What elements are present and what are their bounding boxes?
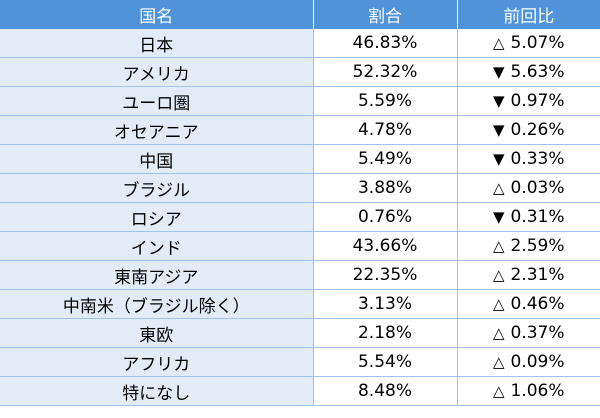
share-cell: 22.35% [313, 260, 458, 290]
country-name-cell: ブラジル [0, 173, 314, 203]
share-cell: 5.49% [313, 144, 458, 174]
table-row: ユーロ圏 5.59% ▼ 0.97% [0, 86, 600, 116]
down-triangle-icon: ▼ [492, 208, 505, 226]
change-value: 0.97% [510, 91, 565, 111]
change-cell: △ 0.03% [457, 173, 600, 203]
change-value: 2.59% [510, 236, 565, 256]
country-name-cell: アフリカ [0, 347, 314, 377]
country-name-cell: アメリカ [0, 57, 314, 87]
share-cell: 52.32% [313, 57, 458, 87]
share-cell: 0.76% [313, 202, 458, 232]
up-triangle-icon: △ [492, 353, 505, 371]
country-name-cell: 東南アジア [0, 260, 314, 290]
up-triangle-icon: △ [492, 34, 505, 52]
down-triangle-icon: ▼ [492, 92, 505, 110]
change-value: 0.26% [510, 120, 565, 140]
table-row: インド 43.66% △ 2.59% [0, 231, 600, 261]
change-cell: △ 1.06% [457, 376, 600, 406]
header-row: 国名 割合 前回比 [0, 0, 600, 29]
change-cell: ▼ 5.63% [457, 57, 600, 87]
share-cell: 8.48% [313, 376, 458, 406]
share-cell: 2.18% [313, 318, 458, 348]
change-cell: ▼ 0.31% [457, 202, 600, 232]
country-name-cell: ユーロ圏 [0, 86, 314, 116]
up-triangle-icon: △ [492, 179, 505, 197]
up-triangle-icon: △ [492, 295, 505, 313]
change-value: 0.09% [510, 352, 565, 372]
table-row: ロシア 0.76% ▼ 0.31% [0, 202, 600, 232]
change-value: 0.03% [510, 178, 565, 198]
change-cell: △ 5.07% [457, 29, 600, 58]
country-name-cell: 特になし [0, 376, 314, 406]
share-cell: 3.88% [313, 173, 458, 203]
country-name-cell: ロシア [0, 202, 314, 232]
change-cell: ▼ 0.33% [457, 144, 600, 174]
country-name-cell: 中南米（ブラジル除く） [0, 289, 314, 319]
change-value: 0.33% [510, 149, 565, 169]
change-value: 1.06% [510, 381, 565, 401]
header-country: 国名 [0, 0, 314, 29]
table-row: 中国 5.49% ▼ 0.33% [0, 144, 600, 174]
change-value: 5.07% [510, 33, 565, 53]
change-cell: ▼ 0.97% [457, 86, 600, 116]
table-row: 中南米（ブラジル除く） 3.13% △ 0.46% [0, 289, 600, 319]
up-triangle-icon: △ [492, 324, 505, 342]
country-name-cell: インド [0, 231, 314, 261]
country-name-cell: 中国 [0, 144, 314, 174]
up-triangle-icon: △ [492, 382, 505, 400]
header-change: 前回比 [457, 0, 600, 29]
share-cell: 43.66% [313, 231, 458, 261]
down-triangle-icon: ▼ [492, 150, 505, 168]
change-value: 5.63% [510, 62, 565, 82]
up-triangle-icon: △ [492, 266, 505, 284]
country-name-cell: オセアニア [0, 115, 314, 145]
change-value: 0.46% [510, 294, 565, 314]
share-cell: 5.54% [313, 347, 458, 377]
country-name-cell: 東欧 [0, 318, 314, 348]
country-name-cell: 日本 [0, 29, 314, 58]
table-row: アメリカ 52.32% ▼ 5.63% [0, 57, 600, 87]
table-row: オセアニア 4.78% ▼ 0.26% [0, 115, 600, 145]
header-share: 割合 [313, 0, 458, 29]
table-row: ブラジル 3.88% △ 0.03% [0, 173, 600, 203]
table-row: 東欧 2.18% △ 0.37% [0, 318, 600, 348]
share-cell: 46.83% [313, 29, 458, 58]
table-body: 日本 46.83% △ 5.07% アメリカ 52.32% ▼ 5.63% ユーロ圏 5.59% ▼… [0, 29, 600, 406]
table-row: アフリカ 5.54% △ 0.09% [0, 347, 600, 377]
change-value: 2.31% [510, 265, 565, 285]
table-row: 日本 46.83% △ 5.07% [0, 29, 600, 58]
down-triangle-icon: ▼ [492, 121, 505, 139]
change-cell: △ 0.09% [457, 347, 600, 377]
table-header: 国名 割合 前回比 [0, 0, 600, 29]
share-cell: 3.13% [313, 289, 458, 319]
country-share-table: 国名 割合 前回比 日本 46.83% △ 5.07% アメリカ 52.32% ▼ 5.63%… [0, 0, 600, 406]
share-cell: 5.59% [313, 86, 458, 116]
change-cell: ▼ 0.26% [457, 115, 600, 145]
table-row: 特になし 8.48% △ 1.06% [0, 376, 600, 406]
down-triangle-icon: ▼ [492, 63, 505, 81]
share-cell: 4.78% [313, 115, 458, 145]
change-cell: △ 0.46% [457, 289, 600, 319]
change-value: 0.37% [510, 323, 565, 343]
up-triangle-icon: △ [492, 237, 505, 255]
change-cell: △ 2.31% [457, 260, 600, 290]
change-cell: △ 2.59% [457, 231, 600, 261]
change-value: 0.31% [510, 207, 565, 227]
change-cell: △ 0.37% [457, 318, 600, 348]
table-row: 東南アジア 22.35% △ 2.31% [0, 260, 600, 290]
